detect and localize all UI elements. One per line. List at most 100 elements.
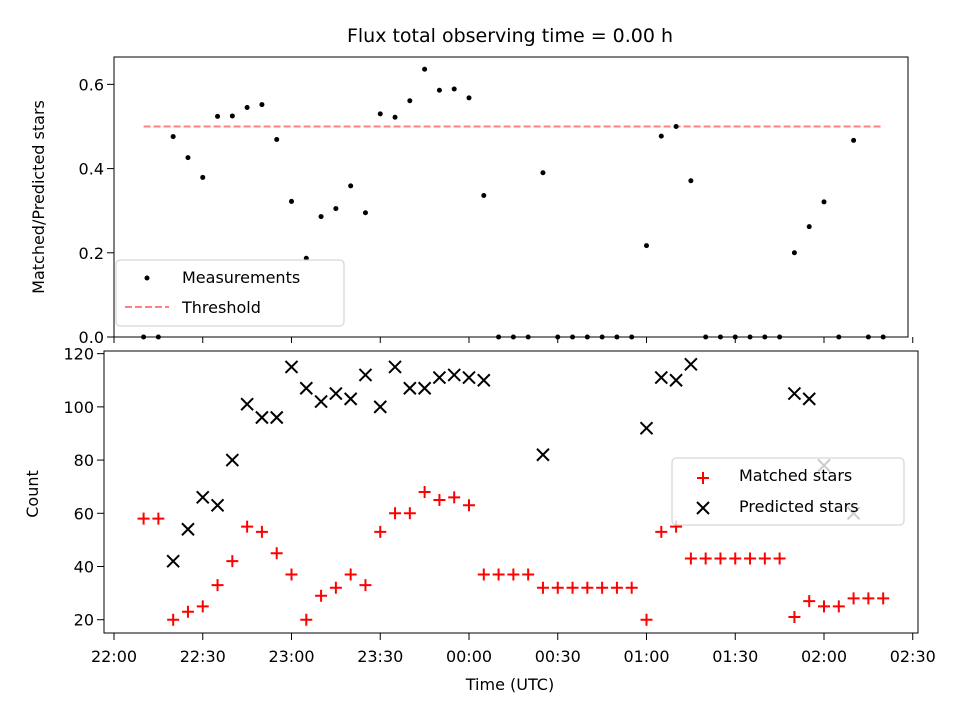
matched-star-point xyxy=(255,525,268,538)
matched-star-point xyxy=(655,525,668,538)
measurement-point xyxy=(377,111,383,117)
legend-threshold-label: Threshold xyxy=(181,298,261,317)
matched-star-point xyxy=(758,552,771,565)
bottom-y-ticks: 20 40 60 80 100 120 xyxy=(63,345,104,630)
x-tick-label: 01:00 xyxy=(623,647,669,666)
bottom-y-tick-label: 100 xyxy=(63,398,94,417)
matched-star-point xyxy=(448,491,461,504)
x-tick-label: 02:00 xyxy=(801,647,847,666)
predicted-star-point xyxy=(477,373,491,387)
x-tick-label: 23:30 xyxy=(357,647,403,666)
predicted-star-point xyxy=(802,392,816,406)
measurement-point xyxy=(392,114,398,120)
bottom-y-tick-label: 40 xyxy=(74,557,94,576)
predicted-star-point xyxy=(403,381,417,395)
matched-star-point xyxy=(507,568,520,581)
measurement-point xyxy=(791,250,797,256)
x-tick-label: 01:30 xyxy=(712,647,758,666)
measurement-point xyxy=(481,193,487,199)
measurement-point xyxy=(851,137,857,143)
x-tick-label: 02:30 xyxy=(890,647,936,666)
x-tick-label: 22:30 xyxy=(180,647,226,666)
matched-star-point xyxy=(684,552,697,565)
measurement-point xyxy=(185,155,191,161)
matched-star-point xyxy=(196,600,209,613)
predicted-star-point xyxy=(284,360,299,374)
matched-star-point xyxy=(418,486,431,498)
legend-predicted-marker xyxy=(696,501,710,515)
x-tick-label: 22:00 xyxy=(91,647,137,666)
predicted-star-point xyxy=(299,381,313,395)
matched-star-point xyxy=(640,613,653,626)
matched-star-point xyxy=(433,493,446,506)
measurement-point xyxy=(200,174,206,180)
bottom-y-tick-label: 60 xyxy=(74,504,94,523)
matched-star-point xyxy=(832,600,845,613)
top-legend-box xyxy=(115,259,345,327)
measurement-point xyxy=(688,178,694,184)
top-axes-frame xyxy=(113,56,909,338)
predicted-star-point xyxy=(358,368,373,382)
matched-star-point xyxy=(359,579,372,592)
predicted-star-point xyxy=(432,370,447,385)
legend-measurements-marker xyxy=(144,275,150,281)
predicted-star-point xyxy=(181,522,195,536)
top-y-axis-label: Matched/Predicted stars xyxy=(29,100,48,294)
matched-star-point xyxy=(773,552,786,565)
measurement-point xyxy=(318,214,324,220)
measurement-point xyxy=(806,224,812,230)
matched-star-point xyxy=(137,512,150,525)
bottom-y-tick-label: 80 xyxy=(74,451,94,470)
predicted-star-point xyxy=(639,421,654,435)
top-y-tick-label: 0.6 xyxy=(79,75,104,94)
bottom-y-tick-label: 20 xyxy=(74,611,94,630)
predicted-star-point xyxy=(255,410,269,425)
predicted-star-point xyxy=(240,397,254,411)
matched-star-point xyxy=(226,555,239,568)
measurement-point xyxy=(644,243,649,249)
x-axis-label: Time (UTC) xyxy=(465,675,554,694)
bottom-x-ticks: 22:00 22:30 23:00 23:30 00:00 00:30 01:00 01:30… xyxy=(91,633,936,666)
measurement-point xyxy=(259,102,265,108)
bottom-panel: 20 40 60 80 100 120 22:00 22:30 23:00 23:30 00:00… xyxy=(23,345,936,694)
matched-star-point xyxy=(181,605,194,618)
predicted-star-point xyxy=(343,392,358,406)
matched-star-point xyxy=(818,600,830,613)
top-legend: Measurements Threshold xyxy=(115,259,345,327)
top-x-ticks xyxy=(113,337,914,343)
matched-star-point xyxy=(374,525,387,538)
measurement-point xyxy=(348,183,354,189)
matched-star-point xyxy=(788,611,801,624)
matched-star-point xyxy=(389,507,402,520)
matched-star-point xyxy=(699,552,712,565)
measurement-point xyxy=(170,134,176,140)
matched-star-point xyxy=(862,592,875,605)
predicted-star-point xyxy=(654,370,668,385)
matched-star-point xyxy=(152,512,165,525)
legend-matched-label: Matched stars xyxy=(739,466,852,485)
measurement-point xyxy=(289,198,294,204)
top-y-tick-label: 0.4 xyxy=(79,160,104,179)
bottom-legend: Matched stars Predicted stars xyxy=(671,457,905,526)
measurement-point xyxy=(274,137,280,143)
bottom-legend-box xyxy=(671,457,905,526)
matched-star-point xyxy=(729,552,742,565)
matched-star-point xyxy=(477,568,490,581)
predicted-star-point xyxy=(447,368,461,382)
matched-star-point xyxy=(315,589,328,602)
matched-star-point xyxy=(492,568,505,581)
top-y-tick-label: 0.2 xyxy=(79,244,104,263)
matched-star-point xyxy=(877,592,890,605)
measurement-point xyxy=(422,66,428,72)
matched-star-point xyxy=(625,581,638,594)
measurement-point xyxy=(451,86,457,92)
matched-star-point xyxy=(610,581,623,594)
measurement-point xyxy=(362,210,368,216)
measurement-point xyxy=(407,98,413,104)
predicted-star-point xyxy=(210,498,225,513)
x-tick-label: 23:00 xyxy=(268,647,314,666)
matched-star-point xyxy=(403,507,416,520)
measurement-point xyxy=(333,206,339,212)
predicted-star-point xyxy=(225,453,240,467)
